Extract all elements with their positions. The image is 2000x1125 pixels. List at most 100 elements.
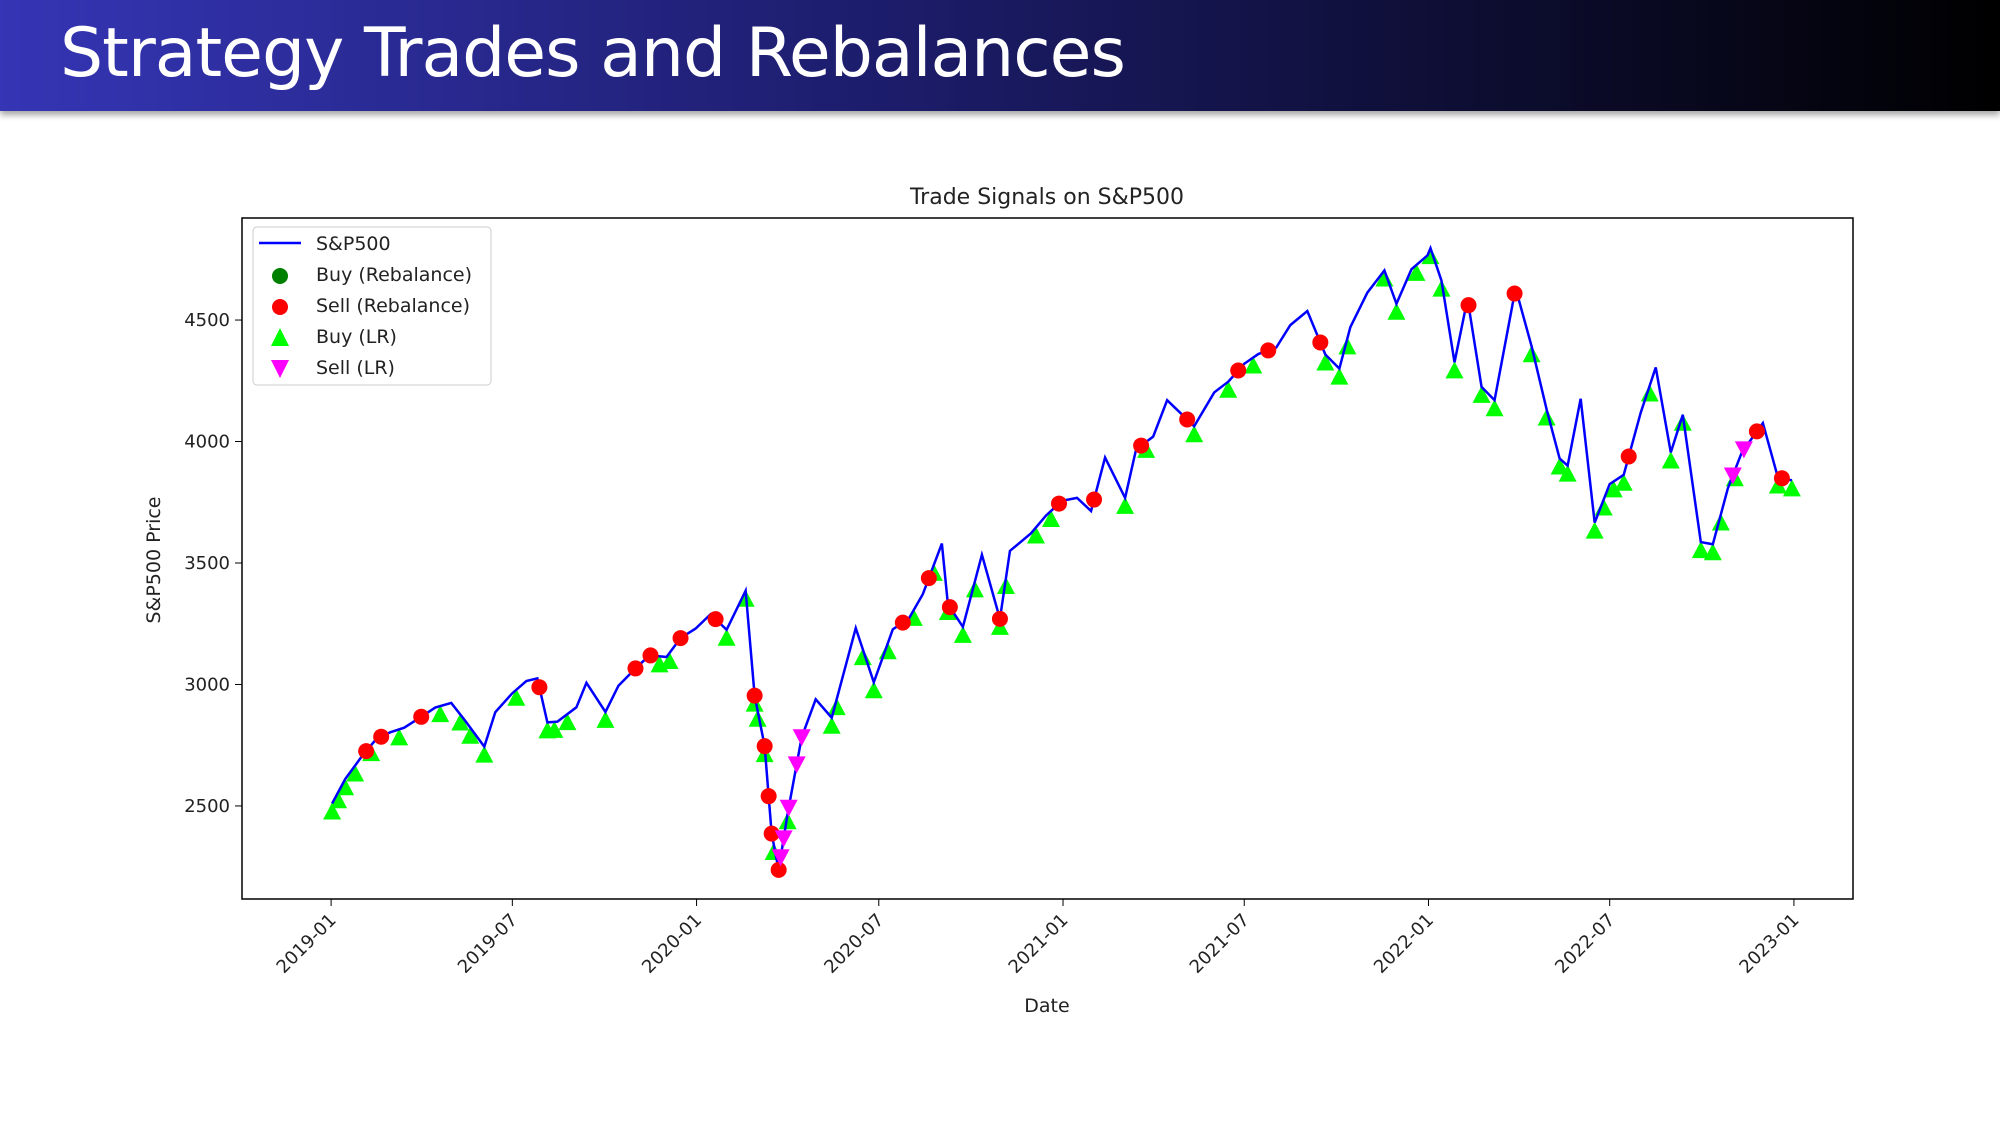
y-tick-label: 3000: [184, 674, 230, 695]
x-tick-label: 2022-01: [1370, 910, 1438, 978]
sell-rebalance-marker: [413, 708, 430, 725]
buy-lr-marker: [1116, 496, 1135, 514]
sell-rebalance-marker: [941, 599, 958, 616]
sell-rebalance-marker: [1260, 342, 1277, 359]
sell-rebalance-marker: [763, 825, 780, 842]
buy-lr-marker: [1522, 345, 1541, 363]
x-axis-label: Date: [1024, 995, 1069, 1017]
sell-rebalance-marker: [991, 610, 1008, 627]
buy-lr-marker: [1338, 337, 1357, 355]
buy-lr-marker: [336, 778, 355, 796]
sell-rebalance-marker: [707, 611, 724, 628]
buy-lr-marker: [1219, 380, 1238, 398]
sell-rebalance-marker: [894, 614, 911, 631]
sell-lr-marker: [1734, 441, 1753, 459]
legend-label: Buy (LR): [316, 326, 397, 348]
sell-rebalance-marker: [1312, 334, 1329, 351]
y-tick-label: 2500: [184, 796, 230, 817]
buy-lr-marker: [329, 791, 348, 809]
sell-lr-marker: [779, 799, 798, 817]
legend-circle-icon: [272, 299, 288, 315]
buy-lr-marker: [748, 709, 767, 727]
buy-lr-marker: [864, 681, 883, 699]
sell-rebalance-marker: [920, 570, 937, 587]
y-tick-label: 4500: [184, 310, 230, 331]
buy-lr-marker: [660, 651, 679, 669]
buy-lr-marker: [558, 713, 577, 731]
slide-header: Strategy Trades and Rebalances: [0, 0, 2000, 111]
legend-triangle-down-icon: [271, 360, 289, 378]
buy-lr-marker: [1026, 526, 1045, 544]
legend-label: Buy (Rebalance): [316, 264, 472, 286]
slide-title: Strategy Trades and Rebalances: [60, 14, 1126, 93]
buy-lr-marker: [390, 728, 409, 746]
legend-label: Sell (Rebalance): [316, 295, 470, 317]
buy-lr-marker: [822, 716, 841, 734]
sell-rebalance-marker: [1748, 423, 1765, 440]
buy-lr-marker: [1614, 473, 1633, 491]
buy-lr-marker: [596, 710, 615, 728]
x-tick-label: 2023-01: [1735, 910, 1803, 978]
sell-rebalance-marker: [642, 647, 659, 664]
buy-lr-marker: [1550, 457, 1569, 475]
buy-lr-marker: [461, 726, 480, 744]
buy-lr-marker: [1244, 356, 1263, 374]
buy-lr-marker: [965, 580, 984, 598]
sell-lr-marker: [787, 756, 806, 774]
buy-lr-marker: [507, 688, 526, 706]
sell-lr-marker: [774, 830, 793, 848]
x-tick-label: 2020-01: [638, 910, 706, 978]
sell-rebalance-marker: [1179, 411, 1196, 428]
legend: S&P500 Buy (Rebalance) Sell (Rebalance) Buy…: [252, 226, 492, 386]
buy-lr-marker: [1585, 521, 1604, 539]
buy-lr-marker: [1042, 509, 1061, 527]
buy-lr-marker: [1691, 541, 1710, 559]
buy-lr-marker: [1703, 543, 1722, 561]
sell-rebalance-marker: [756, 738, 773, 755]
legend-triangle-up-icon: [271, 328, 289, 346]
x-tick-label: 2022-07: [1551, 910, 1619, 978]
legend-circle-icon: [272, 268, 288, 284]
sell-rebalance-marker: [770, 861, 787, 878]
sell-lr-marker: [771, 849, 790, 867]
sell-rebalance-marker: [1051, 495, 1068, 512]
sell-rebalance-marker: [760, 788, 777, 805]
buy-lr-marker: [475, 745, 494, 763]
x-tick-label: 2021-01: [1005, 910, 1073, 978]
buy-lr-marker: [1316, 353, 1335, 371]
sell-rebalance-marker: [358, 743, 375, 760]
sell-rebalance-marker: [373, 728, 390, 745]
sp500-line: [331, 244, 1793, 871]
buy-lr-marker: [431, 705, 450, 723]
buy-lr-marker: [953, 625, 972, 643]
x-tick-label: 2021-07: [1186, 910, 1254, 978]
sell-rebalance-marker: [1460, 297, 1477, 314]
legend-label: Sell (LR): [316, 357, 395, 379]
sell-lr-marker: [1723, 467, 1742, 485]
y-tick-label: 4000: [184, 432, 230, 453]
x-tick-label: 2020-07: [820, 910, 888, 978]
buy-lr-marker: [451, 713, 470, 731]
legend-label: S&P500: [316, 233, 391, 255]
buy-lr-marker: [1445, 361, 1464, 379]
sell-rebalance-marker: [1086, 491, 1103, 508]
buy-lr-marker: [1485, 399, 1504, 417]
buy-lr-marker: [1330, 367, 1349, 385]
buy-lr-marker: [1604, 480, 1623, 498]
buy-lr-marker: [827, 698, 846, 716]
buy-lr-marker: [1558, 464, 1577, 482]
sell-rebalance-marker: [746, 687, 763, 704]
y-axis-label: S&P500 Price: [143, 497, 165, 624]
sell-rebalance-marker: [627, 660, 644, 677]
buy-lr-marker: [1407, 263, 1426, 281]
buy-lr-marker: [1711, 513, 1730, 531]
buy-lr-marker: [1661, 451, 1680, 469]
chart-title: Trade Signals on S&P500: [909, 185, 1184, 210]
sell-rebalance-marker: [672, 630, 689, 647]
buy-lr-marker: [1782, 479, 1801, 497]
buy-lr-marker: [1472, 385, 1491, 403]
x-tick-label: 2019-01: [273, 910, 341, 978]
plot-frame: [241, 217, 1854, 900]
buy-lr-marker: [1387, 302, 1406, 320]
